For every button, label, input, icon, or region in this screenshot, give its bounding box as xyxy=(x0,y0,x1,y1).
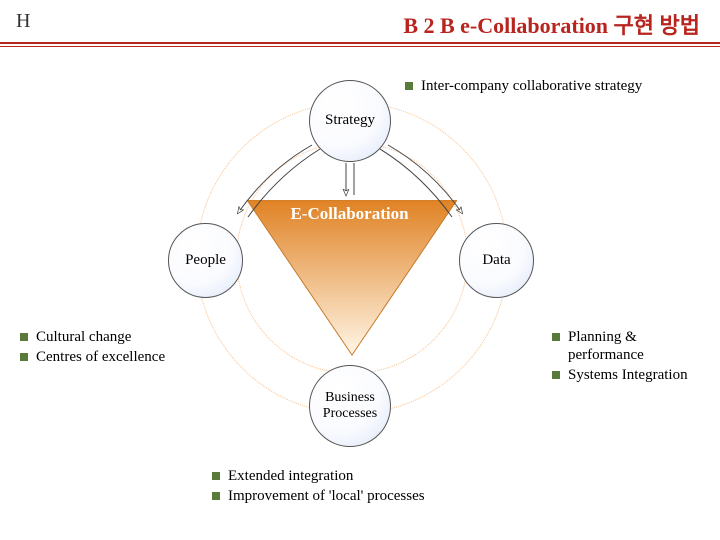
bullet-item: Cultural change xyxy=(20,328,190,346)
center-label: E-Collaboration xyxy=(247,204,452,224)
node-data: Data xyxy=(459,223,534,298)
bullet-item: Extended integration xyxy=(212,467,572,485)
bullets-business: Extended integration Improvement of 'loc… xyxy=(212,467,572,507)
header-rule-thick xyxy=(0,42,720,44)
bullet-item: Inter-company collaborative strategy xyxy=(405,77,665,95)
page-title: B 2 B e-Collaboration 구현 방법 xyxy=(403,8,700,40)
node-business: Business Processes xyxy=(309,365,391,447)
node-data-label: Data xyxy=(482,252,510,269)
node-people-label: People xyxy=(185,252,226,269)
node-business-label: Business Processes xyxy=(310,390,390,422)
header: H B 2 B e-Collaboration 구현 방법 xyxy=(0,0,720,50)
logo: H xyxy=(16,10,30,33)
bullet-item: Centres of excellence xyxy=(20,348,190,366)
node-strategy-label: Strategy xyxy=(325,112,375,129)
bullet-item: Planning & performance xyxy=(552,328,707,364)
bullets-data: Planning & performance Systems Integrati… xyxy=(552,328,707,386)
bullets-people: Cultural change Centres of excellence xyxy=(20,328,190,368)
center-triangle: E-Collaboration xyxy=(247,200,452,355)
node-people: People xyxy=(168,223,243,298)
node-strategy: Strategy xyxy=(309,80,391,162)
bullet-item: Improvement of 'local' processes xyxy=(212,487,572,505)
bullets-strategy: Inter-company collaborative strategy xyxy=(405,77,665,97)
bullet-item: Systems Integration xyxy=(552,366,707,384)
diagram-canvas: E-Collaboration Strategy People Data Bus… xyxy=(0,55,720,535)
header-rule-thin xyxy=(0,46,720,47)
